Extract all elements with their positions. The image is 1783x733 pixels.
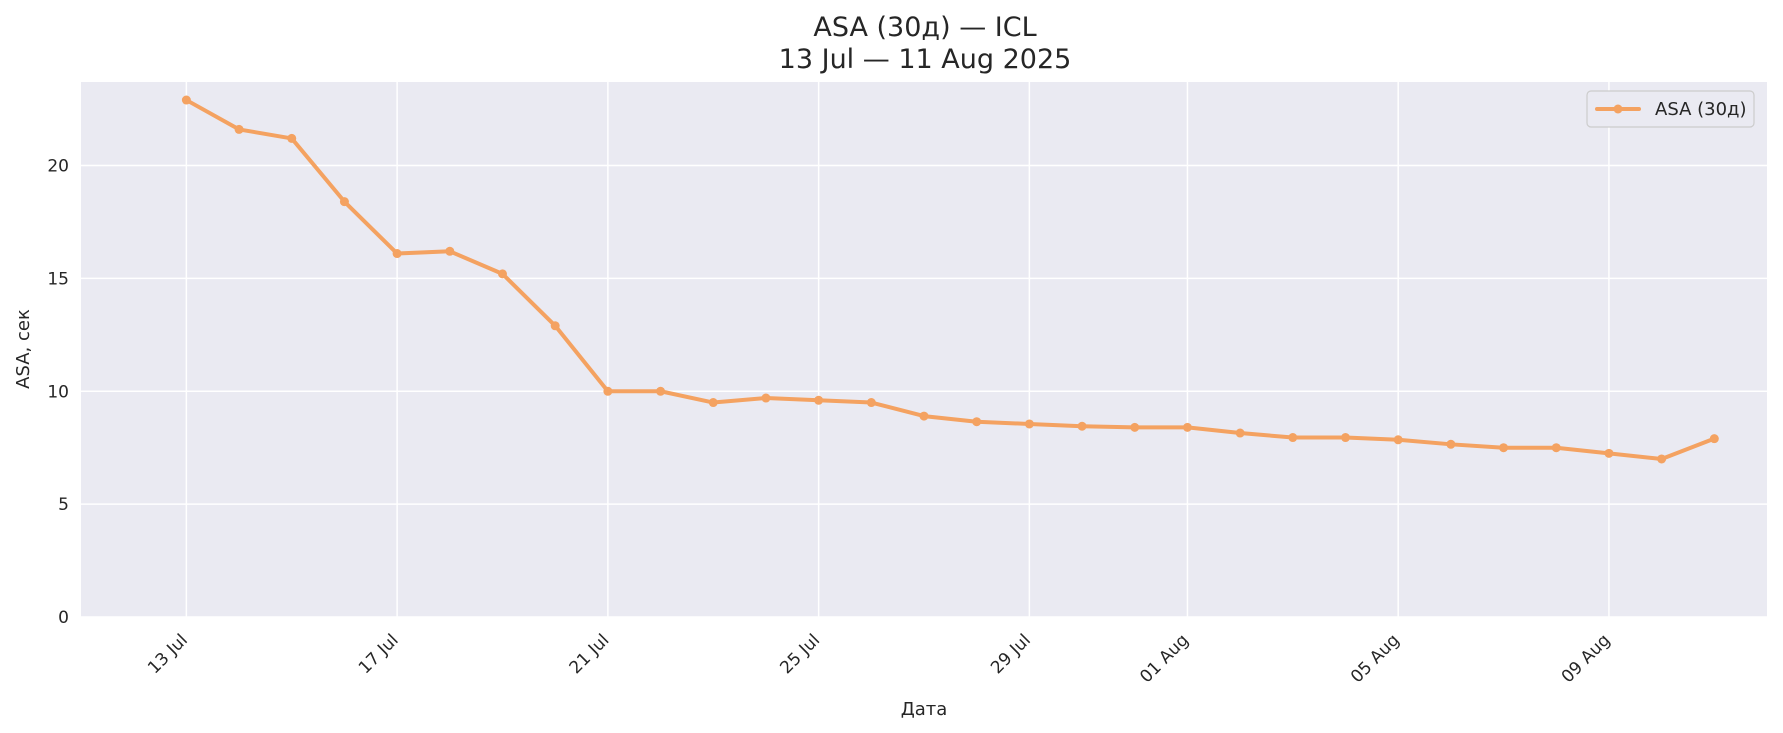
- x-tick-label: 29 Jul: [987, 630, 1035, 678]
- x-tick-label: 09 Aug: [1558, 630, 1615, 687]
- data-point: [339, 197, 349, 207]
- y-tick-label: 20: [47, 157, 69, 177]
- chart-title: ASA (30д) — ICL: [813, 12, 1036, 43]
- data-point: [919, 411, 929, 421]
- x-tick-label: 25 Jul: [776, 630, 824, 678]
- data-point: [1551, 443, 1561, 453]
- data-point: [1235, 428, 1245, 438]
- x-tick-label: 17 Jul: [355, 630, 403, 678]
- data-point: [1024, 419, 1034, 429]
- data-point: [1077, 421, 1087, 431]
- grid: [81, 82, 1767, 618]
- data-point: [866, 398, 876, 408]
- series-line: [184, 98, 1717, 461]
- plot-area: [81, 82, 1767, 617]
- x-tick-label: 13 Jul: [144, 630, 192, 678]
- data-point: [708, 398, 718, 408]
- data-point: [1709, 434, 1719, 444]
- data-point: [550, 321, 560, 331]
- data-point: [1604, 448, 1614, 458]
- data-point: [392, 249, 402, 259]
- legend: ASA (30д): [1586, 90, 1755, 128]
- data-point: [234, 124, 244, 134]
- data-point: [1499, 443, 1509, 453]
- data-point: [445, 246, 455, 256]
- data-point: [1288, 433, 1298, 443]
- data-point: [603, 386, 613, 396]
- data-point: [1341, 433, 1350, 443]
- data-point: [656, 386, 666, 396]
- data-point: [814, 395, 824, 405]
- legend-marker-icon: [1613, 104, 1623, 114]
- x-axis-label: Дата: [901, 699, 948, 720]
- chart-subtitle: 13 Jul — 11 Aug 2025: [779, 44, 1072, 75]
- legend-box: [1586, 90, 1755, 128]
- data-point: [1130, 422, 1140, 432]
- data-point: [498, 269, 507, 279]
- data-point: [1657, 454, 1667, 464]
- data-point: [287, 133, 297, 143]
- series-layer: [181, 95, 1719, 464]
- data-point: [181, 95, 191, 105]
- y-tick-label: 10: [47, 382, 69, 402]
- legend-label: ASA (30д): [1655, 99, 1747, 120]
- data-point: [1446, 439, 1456, 449]
- y-axis-label: ASA, сек: [13, 309, 34, 389]
- y-tick-label: 5: [58, 495, 69, 515]
- data-point: [1393, 435, 1403, 445]
- x-tick-label: 01 Aug: [1136, 630, 1193, 687]
- x-tick-label: 21 Jul: [566, 630, 614, 678]
- data-point: [1182, 422, 1192, 432]
- y-tick-label: 15: [47, 269, 69, 289]
- x-tick-label: 05 Aug: [1347, 630, 1404, 687]
- data-point: [972, 417, 982, 427]
- y-tick-label: 0: [58, 608, 69, 628]
- data-point: [761, 393, 771, 403]
